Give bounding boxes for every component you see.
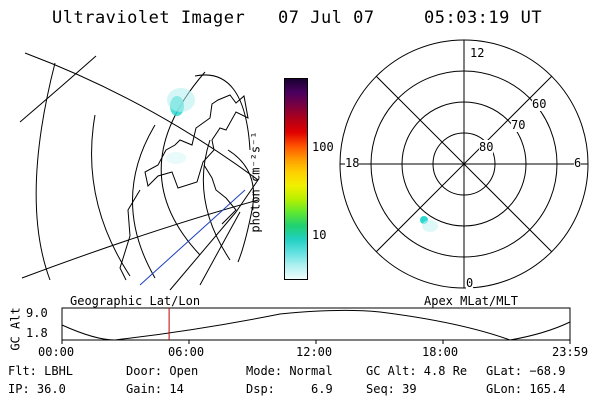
mlat-label-60: 60 [532, 97, 547, 111]
mlat-label-80: 80 [479, 140, 494, 154]
colorbar-tick-10: 10 [312, 228, 327, 242]
altitude-xtick-4: 23:59 [552, 345, 589, 359]
colorbar [284, 78, 308, 280]
app-title: Ultraviolet Imager [52, 8, 246, 28]
time-label: 05:03:19 UT [424, 8, 543, 28]
altitude-ytick-min: 1.8 [26, 326, 48, 340]
info-gc-alt: GC Alt: 4.8 Re [366, 364, 468, 378]
geo-panel-label: Geographic Lat/Lon [70, 294, 201, 308]
altitude-xtick-3: 18:00 [422, 345, 459, 359]
date-label: 07 Jul 07 [278, 8, 375, 28]
info-seq: Seq: 39 [366, 382, 417, 396]
mlt-label-0: 0 [466, 276, 474, 290]
mlt-label-6: 6 [574, 156, 582, 170]
altitude-xtick-0: 00:00 [38, 345, 75, 359]
info-glon: GLon: 165.4 [486, 382, 566, 396]
info-ip: IP: 36.0 [8, 382, 66, 396]
colorbar-tick-100: 100 [312, 140, 334, 154]
altitude-xtick-1: 06:00 [168, 345, 205, 359]
info-flt: Flt: LBHL [8, 364, 74, 378]
altitude-ytick-max: 9.0 [26, 306, 48, 320]
polar-panel-label: Apex MLat/MLT [424, 294, 518, 308]
mlat-label-70: 70 [511, 118, 526, 132]
info-door: Door: Open [126, 364, 199, 378]
info-gain: Gain: 14 [126, 382, 184, 396]
mlt-label-18: 18 [345, 156, 360, 170]
info-mode: Mode: Normal [246, 364, 333, 378]
info-dsp: Dsp: 6.9 [246, 382, 333, 396]
altitude-xtick-2: 12:00 [296, 345, 333, 359]
mlt-label-12: 12 [470, 46, 485, 60]
info-glat: GLat: −68.9 [486, 364, 566, 378]
